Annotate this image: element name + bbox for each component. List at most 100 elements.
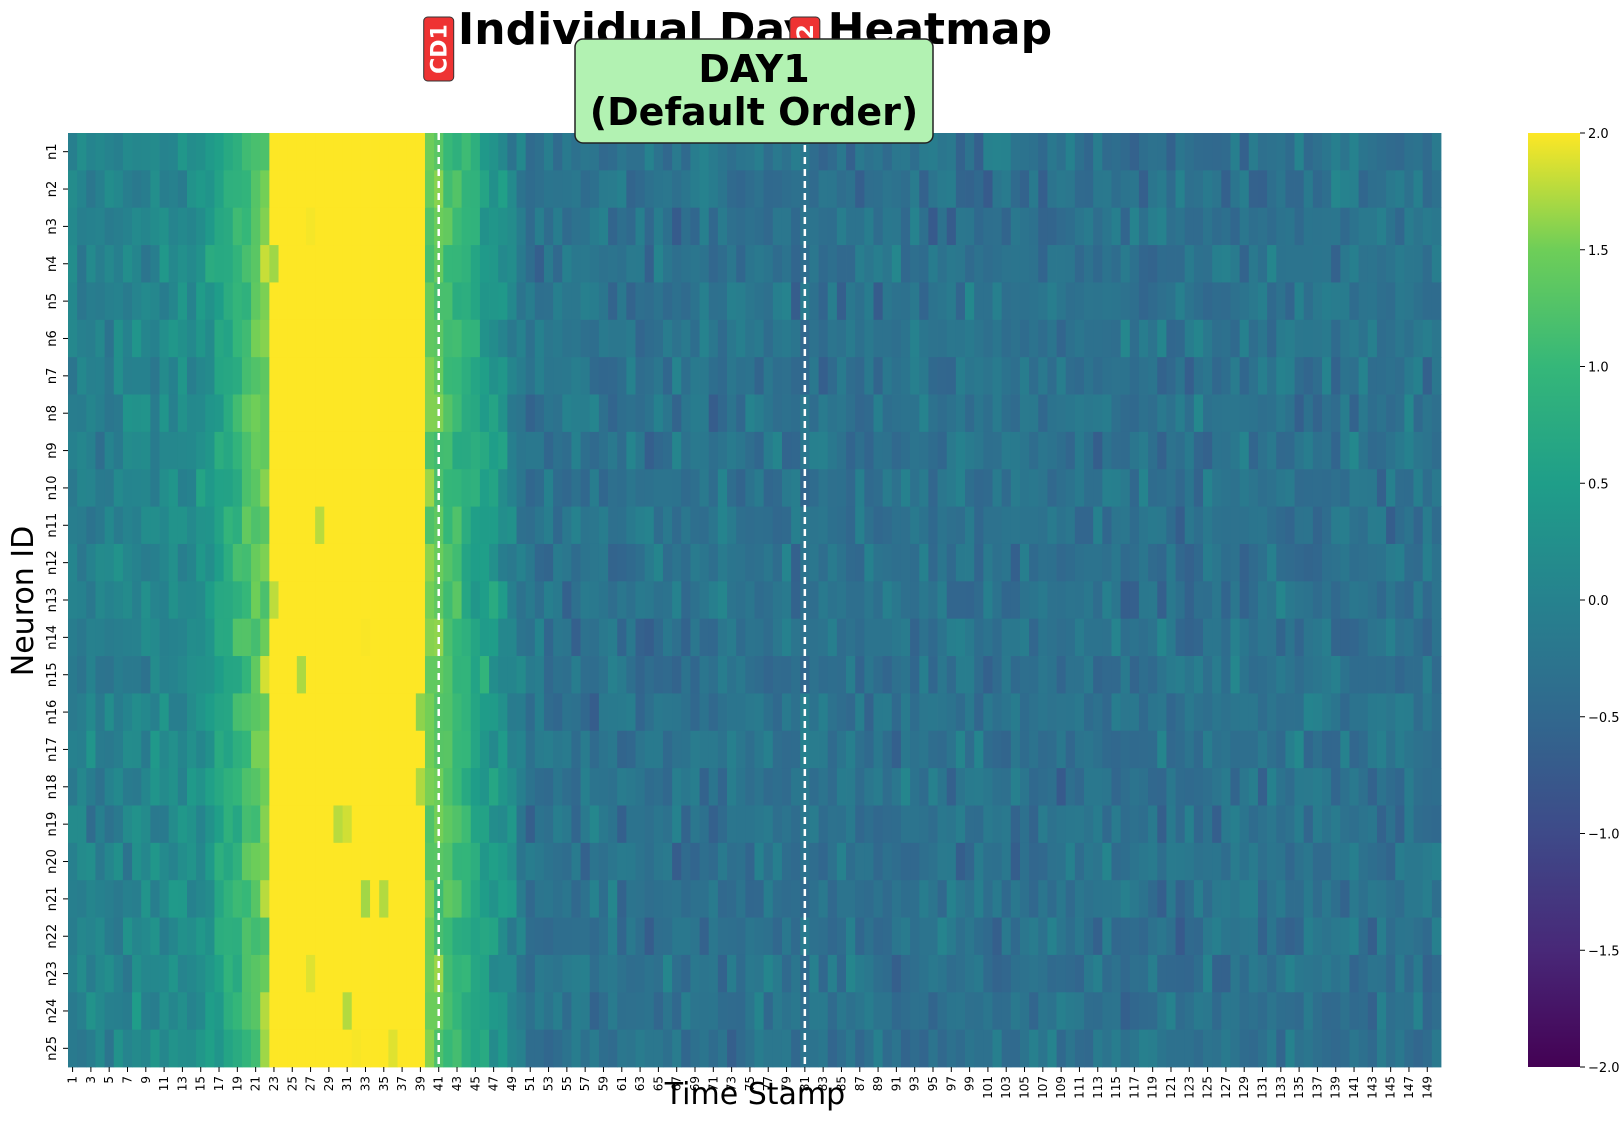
- heatmap-cell: [836, 170, 847, 209]
- heatmap-cell: [1276, 319, 1286, 358]
- heatmap-cell: [1129, 1029, 1140, 1068]
- heatmap-cell: [1212, 543, 1222, 582]
- heatmap-cell: [205, 1029, 215, 1068]
- heatmap-cell: [452, 954, 462, 993]
- heatmap-cell: [1175, 207, 1186, 246]
- heatmap-cell: [241, 618, 252, 657]
- heatmap-cell: [562, 543, 572, 582]
- heatmap-cell: [1422, 506, 1433, 545]
- heatmap-cell: [882, 1029, 893, 1068]
- heatmap-cell: [992, 245, 1003, 283]
- heatmap-cell: [196, 207, 206, 246]
- heatmap-cell: [1001, 880, 1012, 918]
- heatmap-cell: [406, 917, 417, 956]
- heatmap-cell: [891, 170, 902, 209]
- heatmap-cell: [562, 245, 572, 283]
- heatmap-cell: [855, 245, 865, 283]
- heatmap-cell: [1248, 133, 1259, 171]
- heatmap-cell: [937, 170, 948, 209]
- heatmap-cell: [1422, 656, 1433, 694]
- heatmap-cell: [1175, 1029, 1186, 1068]
- heatmap-cell: [690, 656, 700, 694]
- heatmap-cell: [919, 730, 929, 769]
- heatmap-cell: [370, 805, 380, 844]
- heatmap-cell: [104, 581, 115, 620]
- heatmap-cell: [489, 319, 499, 358]
- heatmap-cell: [937, 207, 948, 246]
- heatmap-cell: [77, 693, 87, 732]
- heatmap-cell: [1322, 506, 1332, 545]
- heatmap-cell: [1395, 357, 1405, 395]
- heatmap-cell: [452, 768, 462, 806]
- heatmap-cell: [965, 656, 975, 694]
- heatmap-cell: [95, 394, 106, 433]
- heatmap-cell: [900, 992, 911, 1031]
- heatmap-cell: [983, 431, 993, 470]
- heatmap-cell: [196, 656, 206, 694]
- heatmap-cell: [1331, 357, 1341, 395]
- heatmap-cell: [360, 543, 371, 582]
- heatmap-cell: [781, 656, 792, 694]
- heatmap-cell: [507, 805, 517, 844]
- heatmap-cell: [113, 469, 124, 507]
- heatmap-cell: [1239, 656, 1250, 694]
- heatmap-cell: [983, 207, 993, 246]
- y-tick-label: n5: [45, 293, 60, 310]
- heatmap-cell: [1166, 469, 1176, 507]
- heatmap-cell: [717, 581, 728, 620]
- heatmap-cell: [754, 618, 765, 657]
- heatmap-cell: [617, 917, 627, 956]
- heatmap-cell: [727, 469, 737, 507]
- heatmap-cell: [1294, 431, 1305, 470]
- heatmap-cell: [360, 992, 371, 1031]
- heatmap-cell: [955, 618, 966, 657]
- heatmap-cell: [690, 768, 700, 806]
- heatmap-cell: [186, 245, 197, 283]
- heatmap-cell: [1257, 954, 1268, 993]
- heatmap-cell: [498, 768, 508, 806]
- heatmap-cell: [1349, 394, 1360, 433]
- heatmap-cell: [846, 842, 856, 881]
- heatmap-cell: [305, 431, 316, 470]
- heatmap-cell: [626, 543, 636, 582]
- heatmap-cell: [443, 917, 453, 956]
- heatmap-cell: [1285, 581, 1295, 620]
- heatmap-cell: [1203, 543, 1213, 582]
- heatmap-cell: [196, 469, 206, 507]
- heatmap-cell: [342, 880, 353, 918]
- heatmap-cell: [1111, 730, 1122, 769]
- heatmap-cell: [1193, 133, 1204, 171]
- heatmap-cell: [864, 805, 874, 844]
- heatmap-cell: [1093, 693, 1103, 732]
- heatmap-cell: [836, 618, 847, 657]
- heatmap-cell: [1376, 656, 1387, 694]
- heatmap-cell: [95, 954, 106, 993]
- heatmap-cell: [1029, 207, 1039, 246]
- heatmap-cell: [699, 954, 710, 993]
- heatmap-cell: [251, 207, 261, 246]
- heatmap-cell: [86, 581, 96, 620]
- heatmap-cell: [1257, 357, 1268, 395]
- heatmap-cell: [360, 245, 371, 283]
- heatmap-cell: [1102, 618, 1112, 657]
- heatmap-cell: [864, 207, 874, 246]
- heatmap-cell: [919, 357, 929, 395]
- heatmap-cell: [836, 319, 847, 358]
- heatmap-cell: [708, 693, 719, 732]
- heatmap-cell: [791, 319, 801, 358]
- heatmap-cell: [1084, 992, 1094, 1031]
- heatmap-cell: [379, 730, 389, 769]
- heatmap-cell: [1184, 431, 1195, 470]
- heatmap-cell: [589, 954, 600, 993]
- heatmap-cell: [122, 1029, 133, 1068]
- heatmap-cell: [525, 506, 536, 545]
- heatmap-cell: [992, 656, 1003, 694]
- heatmap-cell: [928, 469, 938, 507]
- heatmap-cell: [1166, 207, 1176, 246]
- heatmap-cell: [1431, 880, 1442, 918]
- heatmap-cell: [717, 992, 728, 1031]
- heatmap-cell: [1129, 581, 1140, 620]
- heatmap-cell: [1029, 394, 1039, 433]
- heatmap-cell: [68, 768, 78, 806]
- heatmap-cell: [1312, 656, 1323, 694]
